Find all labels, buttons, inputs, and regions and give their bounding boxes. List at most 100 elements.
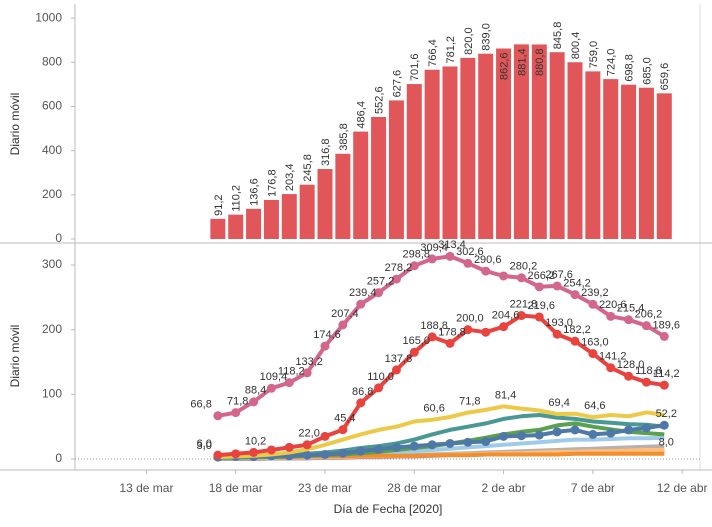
point [302, 450, 312, 460]
point [588, 349, 598, 359]
data-label: 701,6 [409, 54, 421, 82]
data-label: 257,2 [367, 276, 395, 288]
point [445, 338, 455, 348]
point [516, 273, 526, 283]
bar [263, 199, 279, 239]
data-label: 845,8 [552, 22, 564, 50]
point [320, 341, 330, 351]
data-label: 163,0 [581, 336, 609, 348]
data-label: 759,0 [588, 41, 600, 69]
point [499, 271, 509, 281]
point [374, 444, 384, 454]
point [338, 320, 348, 330]
data-label: 69,4 [548, 397, 569, 409]
data-label: 176,8 [266, 169, 278, 197]
bar [496, 48, 512, 240]
data-label: 239,2 [581, 287, 609, 299]
data-label: 86,8 [352, 386, 373, 398]
point [284, 378, 294, 388]
point [606, 311, 616, 321]
x-tick-label: 13 de mar [119, 481, 173, 495]
point [391, 442, 401, 452]
data-label: 71,8 [459, 395, 480, 407]
data-label: 165,0 [403, 335, 431, 347]
point [481, 437, 491, 447]
point [463, 437, 473, 447]
data-label: 820,0 [463, 27, 475, 55]
data-label: 60,6 [423, 403, 444, 415]
data-label: 685,0 [641, 57, 653, 85]
data-label: 110,0 [367, 371, 394, 383]
point [481, 327, 491, 337]
data-label: 486,4 [356, 101, 368, 129]
point [356, 446, 366, 456]
y-tick-label: 1000 [35, 10, 62, 24]
x-tick-label: 18 de mar [209, 481, 263, 495]
point [284, 442, 294, 452]
point [356, 398, 366, 408]
data-label: 203,4 [284, 164, 296, 192]
point [409, 441, 419, 451]
data-label: 239,4 [349, 287, 377, 299]
y-tick-label: 100 [42, 387, 62, 401]
bar [406, 84, 422, 240]
point [427, 440, 437, 450]
bar [585, 71, 601, 239]
data-label: 313,4 [438, 239, 466, 251]
point [338, 448, 348, 458]
point [409, 261, 419, 271]
point [338, 425, 348, 435]
bar [210, 218, 226, 239]
data-label: 800,4 [570, 32, 582, 60]
data-label: 215,4 [617, 303, 645, 315]
data-label: 302,6 [456, 246, 484, 258]
y-tick-label: 800 [42, 54, 62, 68]
data-label: 309,4 [420, 242, 448, 254]
point [624, 315, 634, 325]
data-label: 109,4 [260, 371, 288, 383]
x-tick-label: 12 de abr [657, 481, 708, 495]
data-label: 45,4 [334, 413, 355, 425]
point [606, 363, 616, 373]
data-label: 280,2 [510, 261, 538, 273]
point [356, 299, 366, 309]
bar [442, 66, 458, 239]
data-label: 136,6 [248, 178, 260, 206]
point [320, 431, 330, 441]
data-label: 133,2 [295, 356, 323, 368]
point [231, 449, 241, 459]
data-label: 862,6 [498, 53, 510, 81]
data-label: 627,6 [391, 70, 403, 98]
y-tick-label: 400 [42, 143, 62, 157]
data-label: 52,2 [656, 408, 677, 420]
data-label: 178,8 [438, 326, 466, 338]
data-label: 266,2 [528, 270, 556, 282]
point [231, 408, 241, 418]
data-label: 221,8 [510, 298, 538, 310]
data-label: 880,8 [534, 48, 546, 76]
data-label: 64,6 [584, 400, 605, 412]
x-tick-label: 23 de mar [298, 481, 352, 495]
point [302, 368, 312, 378]
data-label: 245,8 [302, 154, 314, 182]
data-label: 659,6 [659, 63, 671, 91]
point [320, 449, 330, 459]
point [606, 428, 616, 438]
point [534, 312, 544, 322]
x-tick-label: 28 de mar [387, 481, 441, 495]
point [266, 383, 276, 393]
point [266, 445, 276, 455]
point [552, 329, 562, 339]
point [641, 377, 651, 387]
data-label: 839,0 [481, 23, 493, 51]
point [499, 431, 509, 441]
bar [246, 208, 262, 239]
data-label: 174,6 [313, 329, 341, 341]
point [516, 311, 526, 321]
y-axis-title: Diario móvil [8, 93, 22, 156]
data-label: 110,2 [231, 185, 243, 212]
data-label: 189,6 [653, 319, 681, 331]
data-label: 66,8 [190, 399, 211, 411]
data-label: 200,0 [456, 313, 484, 325]
x-tick-label: 2 de abr [482, 481, 526, 495]
